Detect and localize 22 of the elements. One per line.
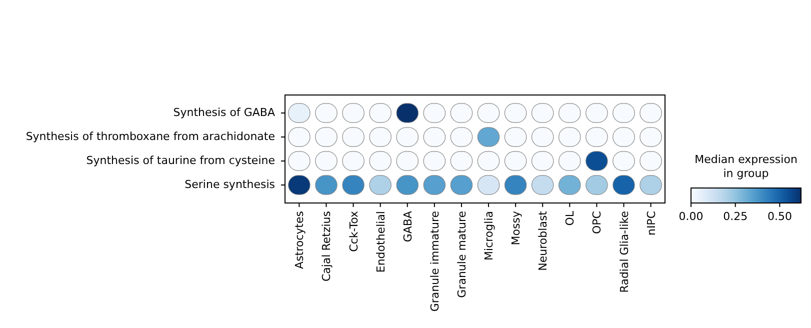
y-tick-label: Synthesis of thromboxane from arachidonate	[26, 130, 276, 144]
x-tick-label: Radial Glia-like	[618, 210, 631, 293]
x-tick-label: GABA	[401, 210, 414, 242]
y-tick-label: Synthesis of taurine from cysteine	[86, 154, 276, 168]
color-bar-label: 0.25	[723, 210, 748, 223]
color-bar-title: Median expression in group	[694, 153, 798, 180]
x-tick-label: Granule mature	[455, 210, 468, 298]
x-tick-label: Granule immature	[428, 210, 442, 312]
color-bar-label: 0.50	[767, 210, 792, 223]
x-tick-label: OL	[564, 210, 577, 226]
x-tick-label: Neuroblast	[536, 210, 550, 271]
x-tick-label: Cajal Retzius	[320, 210, 334, 282]
x-tick-label: Astrocytes	[293, 210, 306, 269]
x-tick-label: Microglia	[482, 211, 496, 260]
y-tick-label: Synthesis of GABA	[173, 106, 276, 120]
x-tick-label: OPC	[590, 210, 604, 234]
y-tick-label: Serine synthesis	[184, 178, 276, 192]
x-tick-label: Mossy	[510, 210, 523, 246]
color-bar-label: 0.00	[678, 210, 704, 223]
x-tick-label: Cck-Tox	[347, 210, 360, 252]
x-tick-label: Endothelial	[374, 211, 388, 273]
x-tick-label: nIPC	[644, 210, 658, 236]
